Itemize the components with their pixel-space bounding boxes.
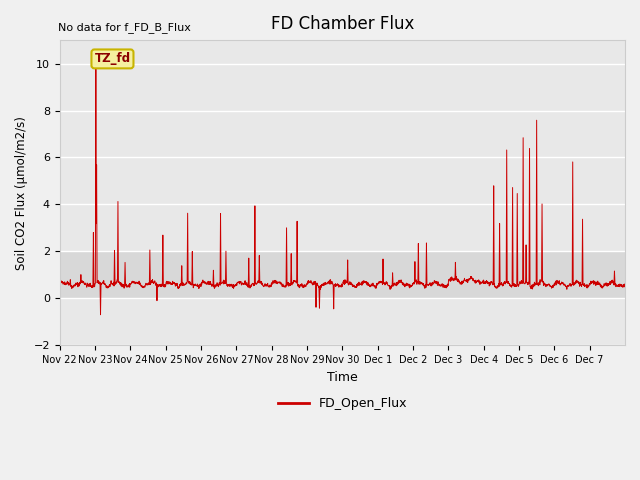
Legend: FD_Open_Flux: FD_Open_Flux: [273, 392, 412, 415]
Text: TZ_fd: TZ_fd: [94, 52, 131, 65]
Y-axis label: Soil CO2 Flux (μmol/m2/s): Soil CO2 Flux (μmol/m2/s): [15, 116, 28, 270]
X-axis label: Time: Time: [327, 371, 358, 384]
Text: No data for f_FD_B_Flux: No data for f_FD_B_Flux: [58, 22, 191, 33]
Title: FD Chamber Flux: FD Chamber Flux: [271, 15, 414, 33]
Bar: [60, 252, 625, 298]
